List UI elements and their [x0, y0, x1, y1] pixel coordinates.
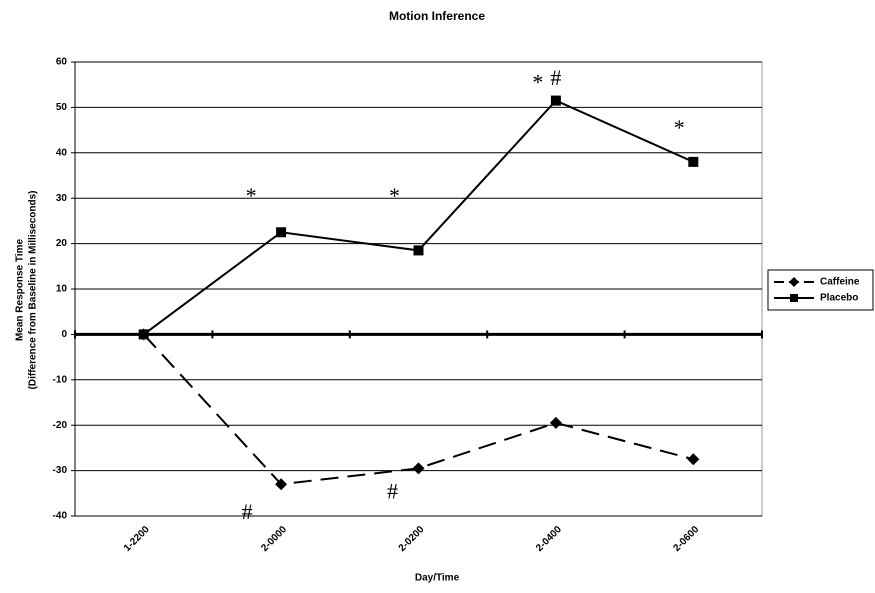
marker — [276, 227, 287, 238]
y-tick-label: -30 — [53, 465, 68, 476]
series-line — [143, 99, 694, 336]
x-tick-label: 2-0200 — [397, 524, 427, 554]
chart-title: Motion Inference — [389, 9, 485, 23]
annotation: * — [532, 70, 543, 95]
marker — [687, 453, 700, 466]
legend-marker — [790, 294, 798, 302]
y-tick-label: -20 — [53, 420, 68, 431]
y-tick-label: 0 — [61, 329, 67, 340]
x-axis-label: Day/Time — [415, 573, 460, 584]
x-tick-label: 1-2200 — [122, 524, 152, 554]
marker — [138, 329, 149, 340]
annotation: # — [242, 499, 253, 524]
legend-box — [767, 269, 874, 311]
marker — [275, 478, 288, 491]
series-line — [142, 333, 694, 486]
marker — [550, 95, 561, 106]
y-tick-label: -10 — [53, 374, 68, 385]
legend-marker — [789, 277, 799, 287]
y-tick-label: 40 — [56, 147, 68, 158]
y-axis-label: Mean Response Time — [15, 239, 26, 342]
annotation: # — [387, 478, 398, 503]
y-tick-label: -40 — [53, 511, 68, 522]
legend-label: Caffeine — [820, 277, 860, 288]
y-tick-label: 10 — [56, 284, 68, 295]
marker — [412, 462, 425, 475]
marker — [413, 245, 424, 256]
legend-label: Placebo — [820, 293, 858, 304]
annotation: * — [674, 115, 685, 140]
y-tick-label: 20 — [56, 238, 68, 249]
annotation: # — [550, 65, 561, 90]
annotation: * — [246, 183, 257, 208]
marker — [688, 156, 699, 167]
x-tick-label: 2-0400 — [534, 524, 564, 554]
x-tick-label: 2-0000 — [259, 524, 289, 554]
y-tick-label: 50 — [56, 102, 68, 113]
y-tick-label: 30 — [56, 193, 68, 204]
annotation: * — [389, 183, 400, 208]
y-axis-label: (Difference from Baseline in Millisecond… — [28, 191, 39, 390]
y-tick-label: 60 — [56, 57, 68, 68]
marker — [549, 416, 562, 429]
x-tick-label: 2-0600 — [671, 524, 701, 554]
